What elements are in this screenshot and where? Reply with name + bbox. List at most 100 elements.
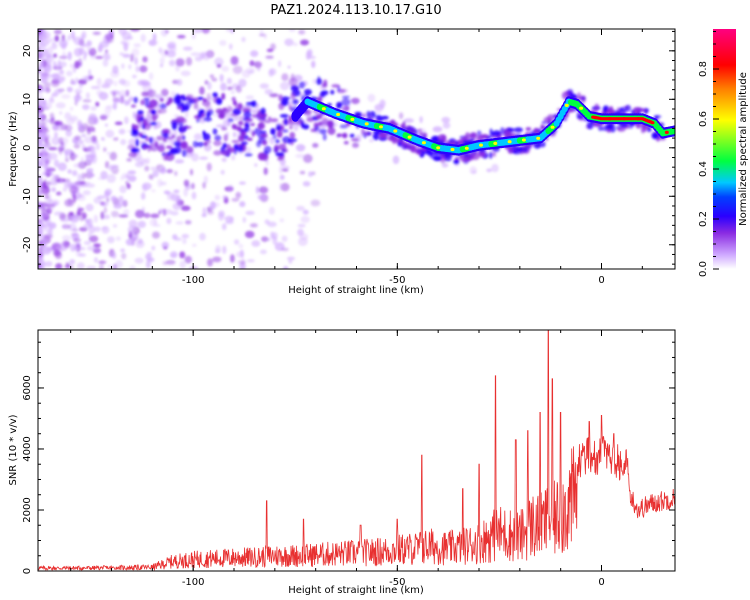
spectrogram-blob	[245, 95, 254, 100]
spectrogram-blob	[38, 64, 43, 69]
spectrogram-blob	[633, 107, 642, 112]
spectrogram-blob	[170, 211, 179, 216]
spectrogram-blob	[326, 120, 334, 128]
spectrogram-blob	[143, 97, 150, 101]
spectrogram-blob	[73, 237, 81, 243]
spectrogram-blob	[161, 241, 169, 249]
spectrogram-blob	[181, 149, 187, 157]
spectrogram-blob	[336, 101, 343, 109]
spectrogram-blob	[235, 251, 245, 258]
spectrogram-blob	[157, 108, 167, 114]
spectrogram-blob	[180, 70, 191, 77]
spectrogram-blob	[183, 179, 190, 187]
spectrogram-blob	[81, 76, 88, 81]
spectrogram-blob	[323, 79, 328, 87]
spectrogram-blob	[154, 141, 159, 148]
spectrogram-blob	[72, 154, 79, 159]
spectrogram-blob	[286, 256, 296, 261]
spectrogram-blob	[202, 99, 211, 107]
spectrogram-blob	[263, 167, 268, 175]
spectrogram-blob	[143, 145, 147, 150]
spectrogram-blob	[245, 101, 253, 107]
spectrogram-blob	[93, 243, 101, 248]
spectrogram-blob	[640, 126, 646, 134]
spectrogram-blob	[88, 47, 97, 57]
spectrogram-blob	[162, 209, 173, 215]
spectrogram-blob	[140, 33, 146, 43]
spectrogram-blob	[221, 92, 226, 100]
spectrogram-blob	[190, 182, 195, 190]
spectrogram-blob	[111, 210, 119, 218]
spectrogram-blob	[367, 93, 376, 103]
spectrogram-blob	[163, 132, 169, 139]
spectrogram-blob	[402, 120, 406, 128]
spectrogram-blob	[372, 132, 379, 141]
spectrogram-blob	[336, 133, 343, 137]
spectrogram-blob	[39, 229, 43, 233]
spectrogram-blob	[249, 60, 255, 67]
spectrogram-blob	[157, 178, 163, 188]
spectrogram-blob	[66, 70, 73, 77]
spectrogram-blob	[121, 63, 125, 69]
spectrogram-blob	[180, 205, 191, 211]
spectrogram-blob	[164, 50, 169, 55]
spectrogram-blob	[222, 245, 227, 254]
spectrogram-blob	[146, 89, 157, 99]
spectrogram-blob	[127, 225, 136, 234]
spectrogram-blob	[417, 128, 423, 132]
spectrogram-blob	[379, 132, 387, 138]
spectrogram-blob	[567, 88, 574, 94]
spectrogram-blob	[142, 56, 148, 63]
spectrogram-blob	[43, 106, 49, 111]
spectrogram-blob	[100, 211, 105, 220]
spectrogram-blob	[464, 132, 471, 141]
spectrogram-blob	[207, 109, 214, 116]
y-tick-label: 0	[22, 568, 33, 574]
spectrogram-blob	[140, 134, 148, 139]
x-tick-label: -100	[182, 275, 205, 286]
spectrogram-blob	[290, 73, 295, 82]
spectrogram-blob	[166, 217, 172, 225]
spectrogram-blob	[104, 191, 111, 197]
figure-title: PAZ1.2024.113.10.17.G10	[270, 3, 441, 18]
spectrogram-blob	[130, 147, 140, 153]
spectrogram-blob	[142, 84, 152, 92]
spectrogram-blob	[222, 195, 228, 200]
spectrogram-blob	[327, 127, 336, 135]
spectrogram-blob	[269, 93, 279, 98]
spectrogram-blob	[82, 190, 91, 196]
spectrogram-blob	[79, 227, 88, 232]
spectrogram-blob	[282, 266, 289, 269]
snr-ylabel: SNR (10 * v/v)	[8, 414, 19, 485]
spectrogram-blob	[258, 152, 267, 161]
colorbar-ticks: 0.0 0.2 0.4 0.6 0.8	[698, 31, 719, 277]
spectrogram-blob	[441, 162, 449, 168]
spectrogram-blob	[259, 249, 267, 255]
ridge-peak	[364, 122, 369, 126]
spectrogram-blob	[54, 175, 61, 184]
spectrogram-blob	[44, 194, 50, 200]
spectrogram-blob	[106, 151, 111, 155]
spectrogram-blob	[318, 128, 327, 135]
spectrogram-blob	[133, 43, 141, 48]
spectrogram-blob	[137, 79, 146, 86]
spectrogram-blob	[38, 52, 41, 58]
spectrogram-blob	[221, 126, 228, 131]
spectrogram-blob	[197, 112, 202, 118]
spectrogram-blob	[77, 79, 87, 85]
spectrogram-blob	[38, 181, 42, 185]
spectrogram-blob	[207, 258, 213, 267]
spectrogram-blob	[238, 78, 247, 88]
spectrogram-blob	[245, 210, 255, 216]
spectrogram-blob	[196, 118, 201, 123]
spectrogram-blob	[53, 53, 57, 58]
spectrogram-blob	[67, 197, 73, 205]
spectrogram-blob	[219, 40, 227, 46]
spectrogram-blob	[38, 102, 47, 108]
spectrogram-blob	[310, 199, 321, 207]
spectrogram-blob	[299, 170, 306, 175]
spectrogram-blob	[238, 243, 244, 249]
spectrogram-blob	[272, 236, 278, 245]
spectrogram-blob	[81, 172, 86, 180]
spectrogram-blob	[76, 262, 85, 269]
